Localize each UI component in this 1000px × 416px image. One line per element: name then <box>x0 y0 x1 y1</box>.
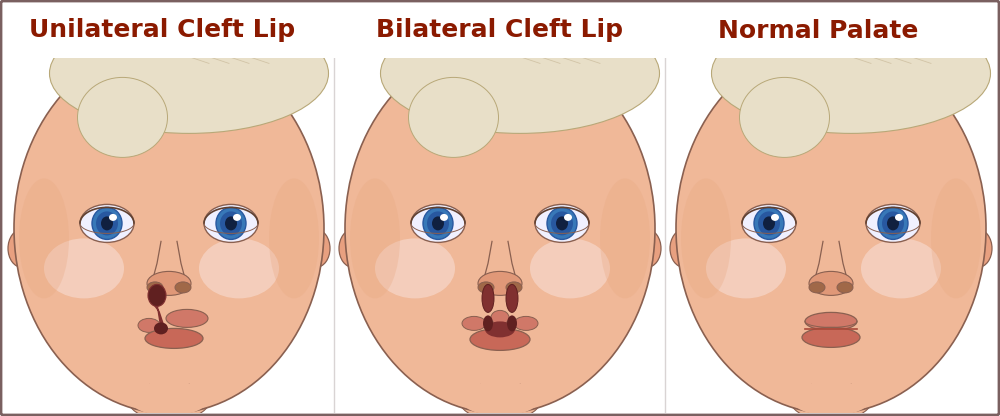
Ellipse shape <box>411 204 465 243</box>
Ellipse shape <box>805 312 857 330</box>
Ellipse shape <box>78 77 168 157</box>
Ellipse shape <box>352 238 366 260</box>
Ellipse shape <box>514 317 538 330</box>
Ellipse shape <box>204 204 258 243</box>
Ellipse shape <box>129 381 209 416</box>
Ellipse shape <box>303 238 317 260</box>
Ellipse shape <box>14 43 324 414</box>
Ellipse shape <box>634 238 648 260</box>
Ellipse shape <box>837 282 853 293</box>
Ellipse shape <box>681 178 731 298</box>
Ellipse shape <box>375 238 455 298</box>
Ellipse shape <box>19 178 69 298</box>
Ellipse shape <box>706 238 786 298</box>
Ellipse shape <box>233 214 241 221</box>
Ellipse shape <box>109 214 117 221</box>
Ellipse shape <box>786 362 876 416</box>
Ellipse shape <box>148 285 166 307</box>
Ellipse shape <box>547 208 577 239</box>
Ellipse shape <box>21 238 35 260</box>
Ellipse shape <box>175 282 191 293</box>
Ellipse shape <box>145 328 203 349</box>
Ellipse shape <box>535 204 589 243</box>
Ellipse shape <box>965 238 979 260</box>
Ellipse shape <box>740 77 830 157</box>
Ellipse shape <box>485 322 515 337</box>
Ellipse shape <box>124 362 214 416</box>
Ellipse shape <box>220 211 242 235</box>
Ellipse shape <box>556 216 568 230</box>
Text: Unilateral Cleft Lip: Unilateral Cleft Lip <box>29 18 295 42</box>
Ellipse shape <box>380 13 660 134</box>
Ellipse shape <box>147 271 191 295</box>
Ellipse shape <box>80 204 134 243</box>
Ellipse shape <box>138 318 160 332</box>
Ellipse shape <box>670 229 698 267</box>
Ellipse shape <box>882 211 904 235</box>
Ellipse shape <box>345 43 655 414</box>
Ellipse shape <box>50 13 328 134</box>
Ellipse shape <box>350 178 400 298</box>
Ellipse shape <box>809 271 853 295</box>
Ellipse shape <box>462 317 486 330</box>
Text: Bilateral Cleft Lip: Bilateral Cleft Lip <box>376 18 624 42</box>
Ellipse shape <box>633 229 661 267</box>
Ellipse shape <box>409 77 498 157</box>
Ellipse shape <box>506 285 518 312</box>
Ellipse shape <box>551 211 573 235</box>
Ellipse shape <box>478 282 494 293</box>
Ellipse shape <box>427 211 449 235</box>
Ellipse shape <box>482 285 494 312</box>
Ellipse shape <box>460 381 540 416</box>
Ellipse shape <box>432 216 444 230</box>
Ellipse shape <box>506 282 522 293</box>
Ellipse shape <box>866 204 920 243</box>
Ellipse shape <box>771 214 779 221</box>
Ellipse shape <box>199 238 279 298</box>
Ellipse shape <box>712 13 990 134</box>
Ellipse shape <box>742 204 796 243</box>
Ellipse shape <box>339 229 367 267</box>
Ellipse shape <box>802 327 860 347</box>
Ellipse shape <box>478 271 522 295</box>
Ellipse shape <box>423 208 453 239</box>
Ellipse shape <box>8 229 36 267</box>
Ellipse shape <box>530 238 610 298</box>
Ellipse shape <box>440 214 448 221</box>
Ellipse shape <box>763 216 775 230</box>
Ellipse shape <box>101 216 113 230</box>
Ellipse shape <box>147 282 163 293</box>
Ellipse shape <box>483 315 493 332</box>
Ellipse shape <box>754 208 784 239</box>
Ellipse shape <box>225 216 237 230</box>
Ellipse shape <box>491 310 509 324</box>
Ellipse shape <box>455 362 545 416</box>
Ellipse shape <box>895 214 903 221</box>
Ellipse shape <box>878 208 908 239</box>
Ellipse shape <box>964 229 992 267</box>
Ellipse shape <box>154 322 168 334</box>
Ellipse shape <box>44 238 124 298</box>
Ellipse shape <box>758 211 780 235</box>
Ellipse shape <box>600 178 650 298</box>
Ellipse shape <box>683 238 697 260</box>
Ellipse shape <box>302 229 330 267</box>
Polygon shape <box>153 291 165 333</box>
Ellipse shape <box>216 208 246 239</box>
Ellipse shape <box>96 211 118 235</box>
Ellipse shape <box>861 238 941 298</box>
Ellipse shape <box>887 216 899 230</box>
Ellipse shape <box>92 208 122 239</box>
Ellipse shape <box>269 178 319 298</box>
Ellipse shape <box>507 315 517 332</box>
Ellipse shape <box>809 282 825 293</box>
Ellipse shape <box>791 381 871 416</box>
Text: Normal Palate: Normal Palate <box>718 18 918 42</box>
Ellipse shape <box>931 178 981 298</box>
Ellipse shape <box>676 43 986 414</box>
Ellipse shape <box>166 310 208 327</box>
Ellipse shape <box>470 328 530 350</box>
Ellipse shape <box>564 214 572 221</box>
